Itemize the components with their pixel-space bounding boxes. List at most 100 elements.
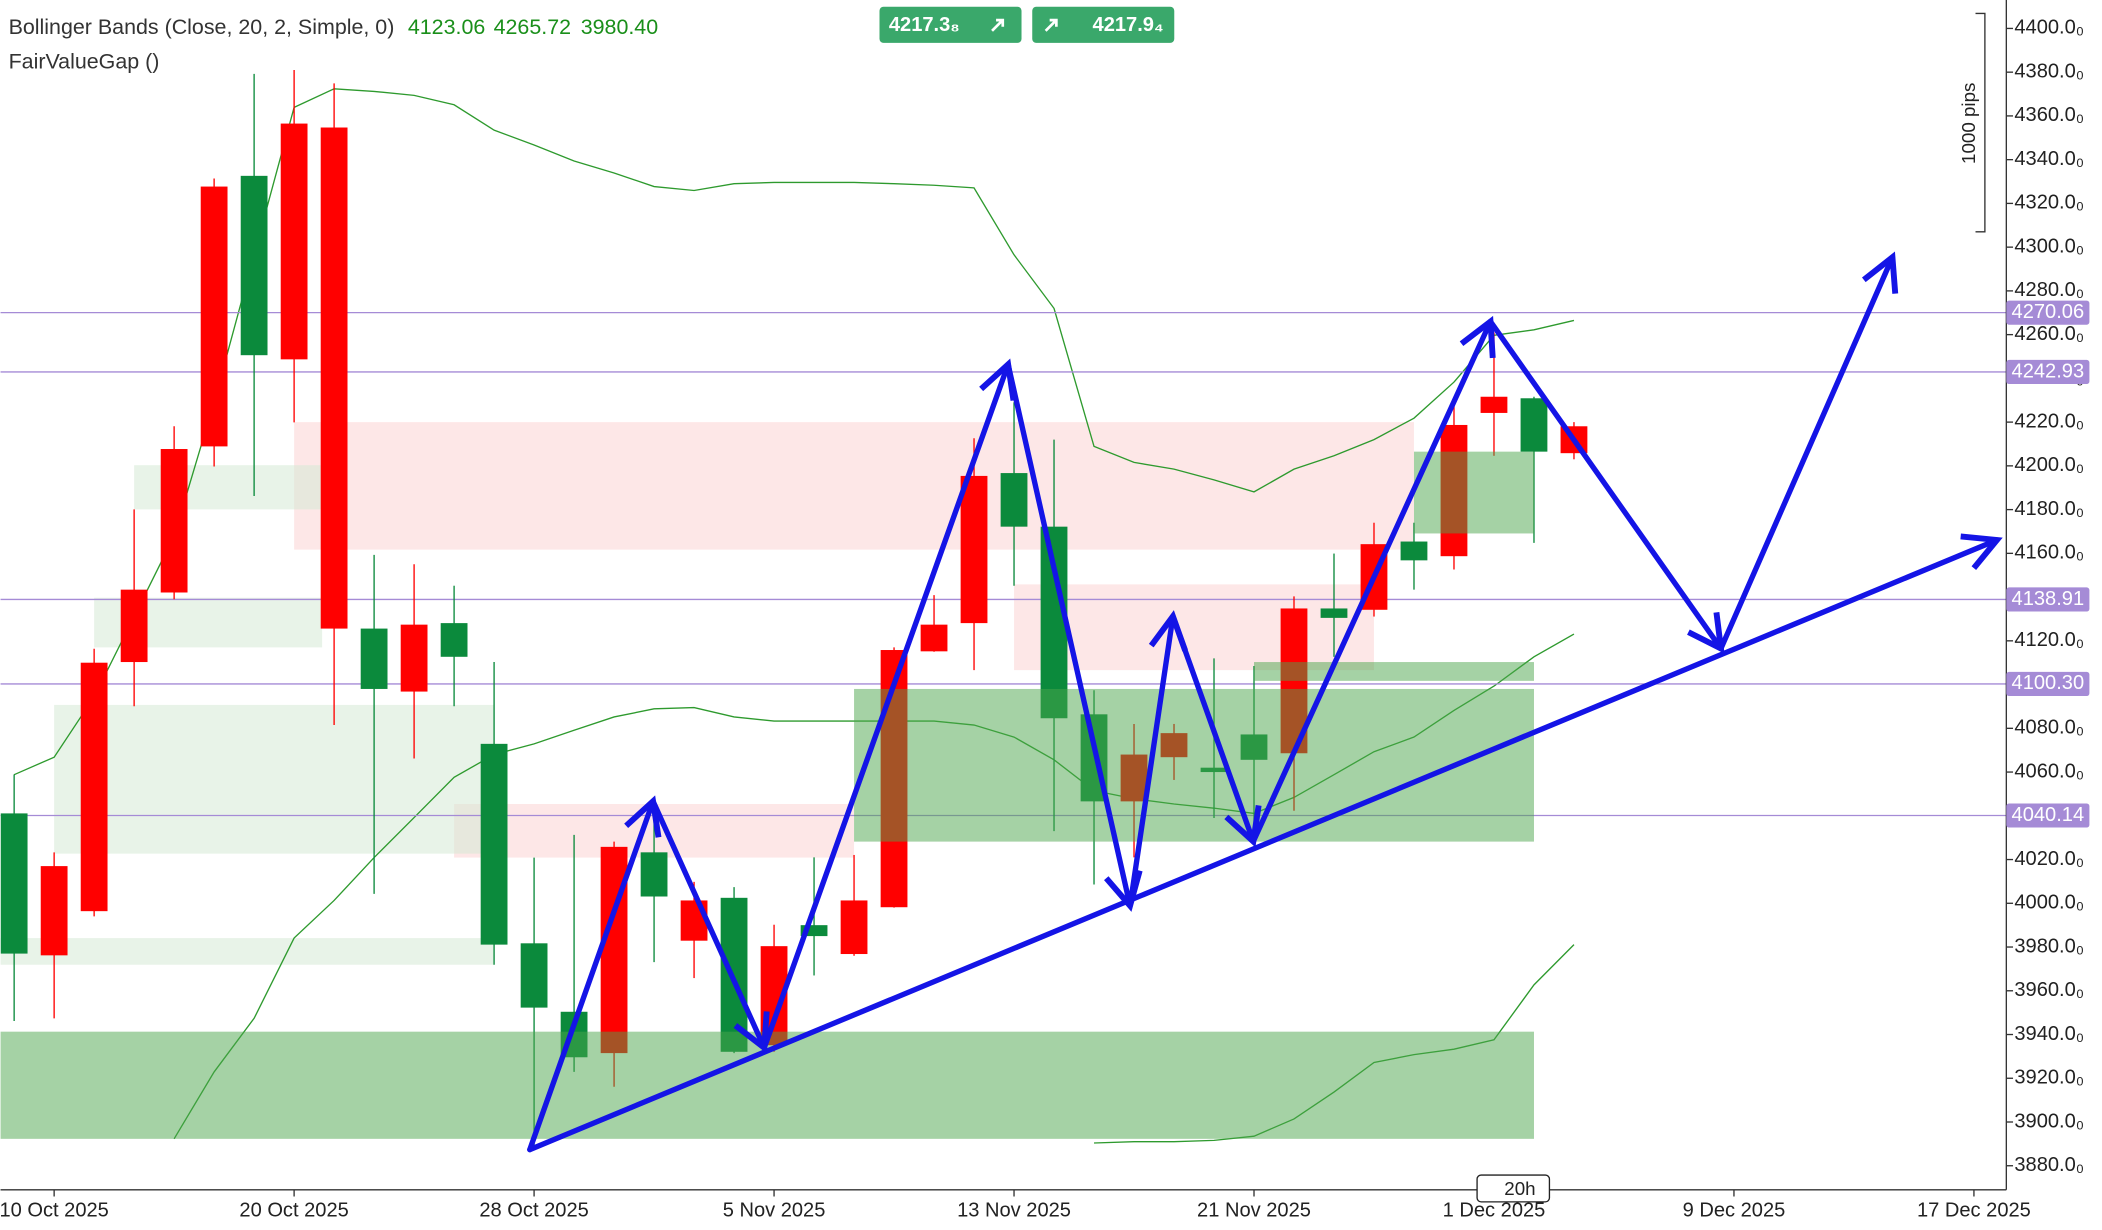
- y-tick-label: 4160.0₀: [2014, 542, 2084, 564]
- candle-body: [640, 852, 668, 897]
- indicator-value: 3980.40: [581, 15, 659, 39]
- timeframe-box: [1476, 1174, 1551, 1203]
- fvg-zone: [0, 1031, 1534, 1139]
- candle-body: [840, 900, 868, 955]
- fvg-zone: [54, 704, 495, 854]
- x-tick-label: 1 Dec 2025: [1443, 1200, 1546, 1222]
- arrow: [1250, 315, 1496, 845]
- price-label: 4270.06: [2012, 301, 2085, 323]
- candle-body: [160, 449, 188, 593]
- candle-body: [200, 186, 228, 447]
- x-tick-label: 13 Nov 2025: [957, 1200, 1071, 1222]
- price-label: 4138.91: [2012, 588, 2085, 610]
- y-tick-label: 4080.0₀: [2014, 717, 2084, 739]
- candle-body: [1000, 473, 1028, 527]
- trend-line: [527, 533, 2003, 1153]
- y-tick-label: 4180.0₀: [2014, 498, 2084, 520]
- y-tick-label: 4000.0₀: [2014, 892, 2084, 914]
- zones-overlay: [0, 451, 1534, 1139]
- sell-button-bg[interactable]: [879, 6, 1022, 43]
- buy-button[interactable]: 4217.9₄: [1032, 6, 1175, 43]
- fvg-zone: [854, 688, 1534, 842]
- indicator2-label: FairValueGap (): [9, 50, 160, 74]
- sell-price[interactable]: 4217.3₈: [889, 14, 960, 36]
- price-label: 4100.30: [2012, 672, 2085, 694]
- x-tick-label: 9 Dec 2025: [1683, 1200, 1786, 1222]
- candle-body: [1480, 396, 1508, 413]
- buy-price[interactable]: 4217.9₄: [1093, 14, 1164, 36]
- range-label: 1000 pips: [1958, 83, 1979, 164]
- candle-body: [960, 475, 988, 624]
- arrow: [1718, 251, 1899, 652]
- y-tick-label: 4320.0₀: [2014, 192, 2084, 214]
- axes: 4400.0₀ 4380.0₀ 4360.0₀ 4340.0₀ 4320.0₀ 4300.…: [0, 17, 2084, 1222]
- band-line: [13, 88, 1575, 776]
- indicator-label: Bollinger Bands (Close, 20, 2, Simple, 0…: [9, 15, 395, 39]
- price-label-bg: [2006, 359, 2090, 385]
- x-axis-panel: [0, 1189, 2102, 1230]
- indicator-value: 4265.72: [494, 15, 571, 39]
- y-tick-label: 4380.0₀: [2014, 60, 2084, 82]
- candle-body: [480, 743, 508, 945]
- drawings: [527, 251, 2003, 1153]
- candle-body: [1320, 608, 1348, 618]
- candle-body: [120, 589, 148, 663]
- range-bracket: [1975, 12, 1986, 233]
- y-tick-label: 4200.0₀: [2014, 454, 2084, 476]
- candle-body: [240, 175, 268, 356]
- y-tick-label: 4400.0₀: [2014, 17, 2084, 39]
- candle-body: [440, 623, 468, 657]
- candle-body: [80, 662, 108, 912]
- price-label-bg: [2006, 587, 2090, 612]
- x-tick-label: 21 Nov 2025: [1197, 1200, 1311, 1222]
- price-label: 4242.93: [2012, 360, 2085, 382]
- x-tick-label: 10 Oct 2025: [0, 1200, 109, 1222]
- candle-body: [0, 813, 28, 954]
- candle-body: [320, 127, 348, 629]
- x-tick-label: 28 Oct 2025: [479, 1200, 588, 1222]
- fvg-zone: [0, 938, 495, 965]
- x-tick-label: 20 Oct 2025: [239, 1200, 348, 1222]
- y-tick-label: 4340.0₀: [2014, 148, 2084, 170]
- candle-body: [280, 123, 308, 360]
- y-tick-label: 3900.0₀: [2014, 1110, 2084, 1132]
- price-label-bg: [2006, 300, 2090, 325]
- arrow: [1487, 318, 1725, 654]
- y-tick-label: 3880.0₀: [2014, 1154, 2084, 1176]
- y-tick-label: 4060.0₀: [2014, 760, 2084, 782]
- fvg-zone: [1413, 451, 1534, 534]
- sell-button[interactable]: 4217.3₈: [879, 6, 1022, 43]
- arrow: [1170, 613, 1262, 848]
- candle-body: [360, 628, 388, 689]
- candle-body: [400, 624, 428, 692]
- candle-body: [1400, 541, 1428, 561]
- candle-body: [1520, 398, 1548, 452]
- arrow: [650, 798, 770, 1054]
- candle-body: [520, 943, 548, 1008]
- x-tick-label: 17 Dec 2025: [1917, 1200, 2031, 1222]
- y-tick-label: 4260.0₀: [2014, 323, 2084, 345]
- x-tick-label: 5 Nov 2025: [723, 1200, 826, 1222]
- buy-icon[interactable]: [1044, 18, 1058, 32]
- arrow: [527, 795, 662, 1153]
- y-tick-label: 4020.0₀: [2014, 848, 2084, 870]
- y-tick-label: 3940.0₀: [2014, 1023, 2084, 1045]
- arrow: [1127, 610, 1188, 909]
- candle-body: [800, 925, 828, 937]
- y-tick-label: 4220.0₀: [2014, 410, 2084, 432]
- y-tick-label: 4120.0₀: [2014, 629, 2084, 651]
- y-tick-label: 4360.0₀: [2014, 104, 2084, 126]
- fvg-zone: [294, 422, 1414, 550]
- price-label-bg: [2006, 803, 2090, 828]
- y-tick-label: 3960.0₀: [2014, 979, 2084, 1001]
- y-tick-label: 3920.0₀: [2014, 1067, 2084, 1089]
- y-axis-panel: [2006, 0, 2102, 1230]
- indicator-value: 4123.06: [408, 15, 485, 39]
- timeframe-label: 20h: [1504, 1178, 1535, 1199]
- arrow: [1005, 361, 1143, 912]
- sell-icon[interactable]: [991, 18, 1005, 32]
- price-label-bg: [2006, 671, 2090, 696]
- buy-button-bg[interactable]: [1032, 6, 1175, 43]
